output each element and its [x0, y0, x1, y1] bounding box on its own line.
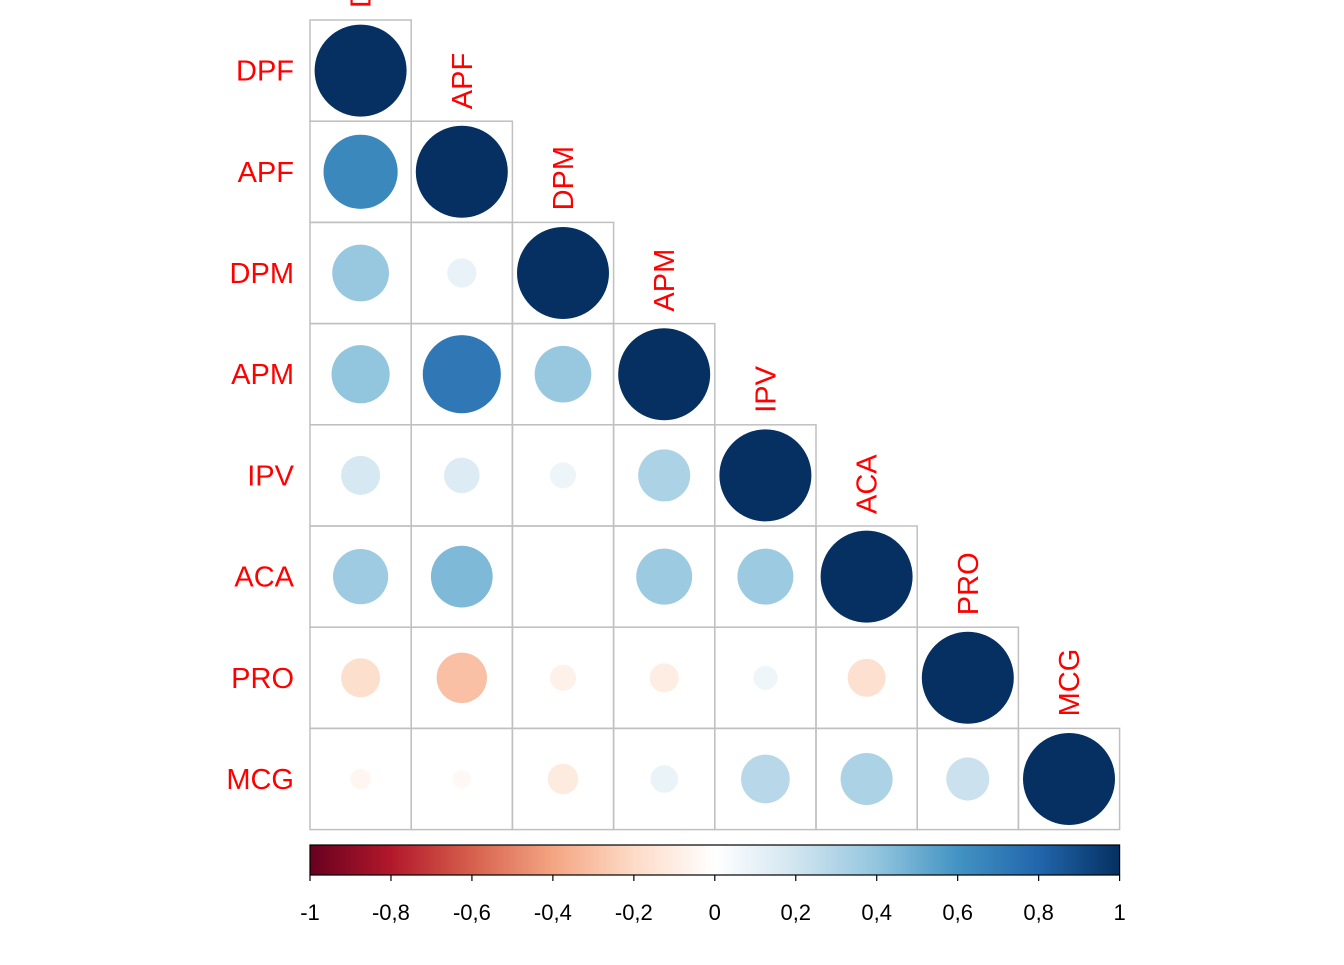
corr-circle-IPV-APM	[638, 449, 691, 502]
corr-circle-MCG-APF	[452, 769, 471, 789]
col-label-pro: PRO	[953, 552, 985, 615]
corr-circle-APF-DPF	[323, 134, 398, 209]
col-label-aca: ACA	[852, 454, 884, 514]
corr-circle-PRO-PRO	[921, 631, 1014, 724]
corr-circle-IPV-DPM	[549, 462, 577, 489]
corr-circle-PRO-APF	[436, 652, 487, 703]
corr-circle-PRO-DPM	[549, 664, 577, 691]
corr-circle-MCG-ACA	[840, 752, 893, 806]
corr-circle-APM-DPF	[331, 345, 390, 404]
circle-layer	[314, 24, 1115, 825]
grid-cell-MCG-MCG	[1017, 727, 1121, 831]
corr-circle-APF-APF	[415, 125, 508, 218]
label-layer: DPF APF DPM APM IPV ACA PRO MCG DPF APF DPM APM IPV A…	[226, 0, 1086, 796]
grid-layer	[309, 19, 1121, 831]
col-label-dpf: DPF	[346, 0, 378, 8]
colorbar-tick-label: 0,4	[861, 900, 892, 925]
row-label-pro: PRO	[231, 663, 294, 695]
corr-circle-ACA-APF	[430, 545, 493, 608]
col-label-apm: APM	[649, 249, 681, 312]
colorbar-tick-label: 0	[709, 900, 721, 925]
corr-circle-PRO-ACA	[847, 658, 886, 697]
corr-circle-APM-APF	[422, 335, 501, 414]
corr-circle-DPF-DPF	[314, 24, 407, 117]
corr-circle-APM-DPM	[534, 345, 592, 403]
corr-circle-IPV-IPV	[719, 429, 812, 522]
row-label-mcg: MCG	[226, 764, 294, 796]
corr-circle-IPV-DPF	[341, 455, 381, 495]
row-label-apf: APF	[238, 157, 294, 189]
colorbar-tick-label: -0,8	[372, 900, 410, 925]
colorbar-tick-label: -0,4	[534, 900, 572, 925]
corr-circle-DPM-APF	[447, 258, 477, 288]
col-label-dpm: DPM	[548, 146, 580, 210]
corr-circle-ACA-ACA	[820, 530, 913, 623]
colorbar-tick-label: -0,2	[615, 900, 653, 925]
col-label-mcg: MCG	[1054, 649, 1086, 717]
colorbar-tick-label: 0,2	[780, 900, 811, 925]
colorbar-gradient	[309, 844, 1121, 876]
colorbar-tick-label: 1	[1113, 900, 1125, 925]
colorbar-tick-label: 0,8	[1023, 900, 1054, 925]
colorbar: -1 -0,8 -0,6 -0,4 -0,2 0 0,2 0,4 0,6 0,8 1	[300, 844, 1126, 925]
row-label-apm: APM	[231, 359, 294, 391]
row-label-dpf: DPF	[236, 56, 294, 88]
corr-circle-MCG-IPV	[741, 754, 790, 804]
row-label-aca: ACA	[234, 562, 294, 594]
row-label-dpm: DPM	[230, 258, 294, 290]
col-label-ipv: IPV	[750, 365, 782, 412]
corr-circle-MCG-DPM	[547, 763, 579, 795]
colorbar-tick-label: -0,6	[453, 900, 491, 925]
corr-circle-MCG-APM	[650, 765, 678, 793]
grid-cell-ACA-DPM	[511, 525, 615, 628]
col-label-apf: APF	[447, 53, 479, 109]
corr-circle-APM-APM	[618, 328, 711, 421]
corr-circle-MCG-PRO	[946, 757, 990, 801]
corr-circle-ACA-IPV	[737, 548, 794, 605]
corr-circle-DPM-DPM	[517, 227, 609, 319]
corr-circle-PRO-APM	[649, 663, 679, 693]
colorbar-tick-label: 0,6	[942, 900, 973, 925]
corr-circle-DPM-DPF	[332, 244, 389, 302]
corr-circle-IPV-APF	[443, 457, 480, 494]
colorbar-tick-label: -1	[300, 900, 320, 925]
corr-circle-ACA-DPF	[333, 549, 389, 605]
corr-circle-PRO-IPV	[753, 665, 778, 690]
corr-circle-MCG-DPF	[350, 768, 371, 790]
corr-circle-ACA-APM	[636, 548, 693, 605]
row-label-ipv: IPV	[247, 460, 294, 492]
corr-circle-PRO-DPF	[341, 658, 381, 698]
corr-circle-MCG-MCG	[1023, 733, 1115, 825]
